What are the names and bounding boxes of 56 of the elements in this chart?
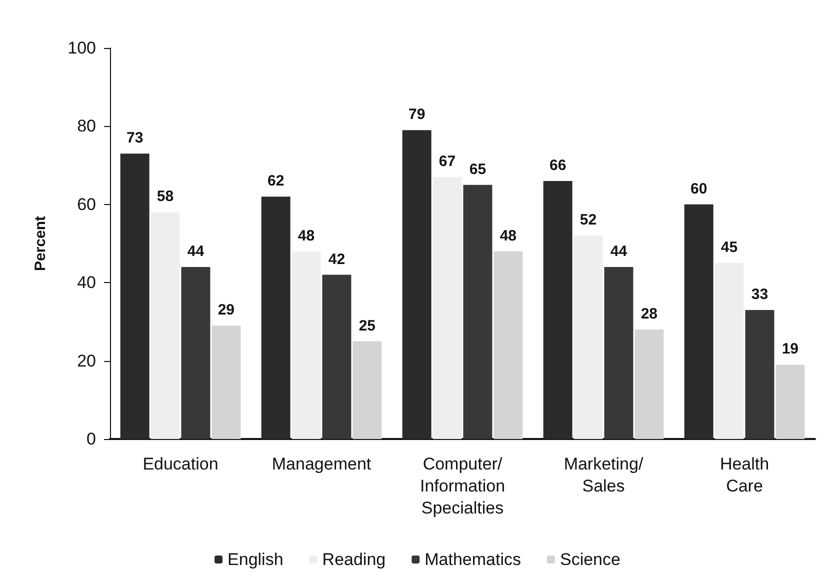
bar xyxy=(432,177,462,439)
bar xyxy=(402,130,432,439)
bar xyxy=(776,364,805,439)
data-label: 29 xyxy=(218,302,235,319)
data-label: 44 xyxy=(187,242,205,260)
data-label: 52 xyxy=(580,212,597,229)
data-label: 58 xyxy=(156,188,174,206)
data-label: 65 xyxy=(469,160,486,178)
bar xyxy=(181,266,210,439)
data-label: 60 xyxy=(690,180,708,198)
legend-label: Reading xyxy=(322,550,386,569)
data-label: 28 xyxy=(640,306,658,323)
bar xyxy=(574,236,603,439)
y-tick-label: 60 xyxy=(77,194,96,214)
y-tick-label: 80 xyxy=(77,116,96,136)
x-tick-label: Marketing/ Sales xyxy=(564,454,644,496)
bar xyxy=(261,196,290,439)
y-tick-label: 20 xyxy=(77,351,96,370)
legend-label: Mathematics xyxy=(424,550,521,569)
bar xyxy=(684,204,714,439)
y-tick-label: 40 xyxy=(77,273,96,292)
y-tick-label: 100 xyxy=(68,38,96,58)
x-tick-label: Computer/ Information Specialties xyxy=(420,454,506,518)
bar xyxy=(463,184,492,439)
bar xyxy=(292,251,321,439)
data-label: 42 xyxy=(328,250,346,268)
legend-label: English xyxy=(228,550,284,569)
bar xyxy=(714,263,744,439)
bar xyxy=(745,310,774,439)
bar xyxy=(150,212,180,439)
x-tick-label: Education xyxy=(142,454,218,474)
y-tick-label: 0 xyxy=(86,430,96,448)
bar xyxy=(634,330,664,439)
data-label: 73 xyxy=(126,130,144,147)
bar xyxy=(212,326,241,439)
bar xyxy=(120,154,150,439)
data-label: 62 xyxy=(267,172,284,190)
x-tick-label: Management xyxy=(272,454,372,474)
y-axis-title: Percent xyxy=(32,216,49,272)
x-tick-label: Health Care xyxy=(720,454,770,496)
legend-label: Science xyxy=(560,550,620,569)
data-label: 66 xyxy=(549,156,566,174)
data-label: 48 xyxy=(298,227,315,244)
data-label: 45 xyxy=(720,239,738,256)
data-label: 25 xyxy=(358,317,376,334)
data-label: 67 xyxy=(438,153,456,170)
data-label: 33 xyxy=(751,286,768,303)
data-label: 19 xyxy=(782,340,799,358)
bar xyxy=(352,341,382,439)
bar xyxy=(322,274,352,439)
data-label: 79 xyxy=(408,106,426,124)
bar xyxy=(494,251,523,439)
data-label: 48 xyxy=(500,227,517,244)
bar xyxy=(543,180,572,439)
data-label: 44 xyxy=(610,242,628,260)
bar xyxy=(604,266,634,439)
